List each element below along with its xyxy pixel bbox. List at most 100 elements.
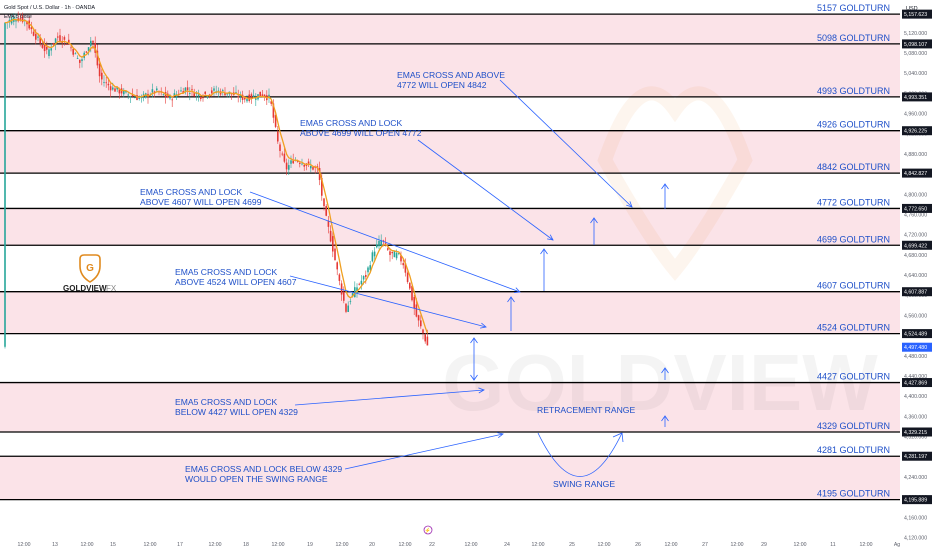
retracement-range-label: RETRACEMENT RANGE [537,405,635,415]
level-price-text: 4,926.225 [904,129,927,135]
y-tick-label: 4,440.000 [904,374,927,380]
candle-body [261,94,264,97]
annotation-arrow-line [289,275,487,328]
level-label: 4842 GOLDTURN [817,162,890,172]
candle-body [169,95,171,99]
candle-body [373,251,376,257]
candle-body [74,53,77,55]
candle-body [371,252,374,262]
candle-body [332,236,334,252]
x-tick-label: 12:00 [731,542,744,548]
time-axis[interactable]: 12:00 13 12:00 15 12:00 17 12:00 18 12:00 19 12:00… [0,525,900,550]
candle-body [343,291,345,301]
candle-body [288,165,290,170]
candle-body [299,162,301,164]
candle-body [30,27,33,30]
candle-body [197,94,200,97]
x-tick-label: 12:00 [336,542,349,548]
candle-body [90,40,92,46]
price-band [0,14,900,44]
candle-body [354,287,356,298]
logo-brand-name: GOLDVIEW [63,284,107,293]
candle-body [400,255,402,262]
candle-body [26,21,28,25]
arrow-head-icon [480,322,487,329]
level-price-text: 4,427.869 [904,381,927,387]
y-tick-label: 4,480.000 [904,354,927,360]
candle-body [272,103,275,118]
x-tick-label: 12:00 [18,542,31,548]
candle-body [41,44,44,48]
candle-body [118,89,121,94]
candle-body [360,280,363,285]
annotation-text: EMA5 CROSS AND LOCK [140,187,242,197]
y-tick-label: 4,560.000 [904,313,927,319]
arrow-head-icon [661,367,669,374]
candle-body [274,114,277,127]
x-tick-label: 12:00 [209,542,222,548]
x-tick-label: 12:00 [860,542,873,548]
price-band [0,456,900,500]
candle-body [4,22,6,347]
candle-body [389,251,391,255]
level-price-tag [902,329,932,339]
y-tick-label: 5,040.000 [904,71,927,77]
level-price-tag [902,427,932,437]
annotation-arrow-line [417,139,554,241]
candle-body [415,304,418,317]
candle-body [307,161,310,164]
candle-body [134,97,136,99]
candle-body [303,164,305,167]
arrow-head-icon [513,287,521,293]
price-band [0,130,900,174]
annotation-text: WOULD OPEN THE SWING RANGE [185,474,328,484]
x-tick-label: 20 [369,542,375,548]
x-tick-label: 12:00 [81,542,94,548]
y-tick-label: 4,680.000 [904,253,927,259]
x-tick-label: 12:00 [399,542,412,548]
candle-body [281,153,283,155]
candle-body [356,287,358,294]
annotation-text: ABOVE 4607 WILL OPEN 4699 [140,197,262,207]
candle-body [338,274,341,281]
candle-body [422,329,424,334]
x-tick-label: 29 [761,542,767,548]
candle-body [142,93,145,95]
candle-body [101,72,103,80]
candle-body [283,153,286,162]
candle-body [301,163,303,165]
y-tick-label: 4,320.000 [904,435,927,441]
annotation-text: EMA5 CROSS AND LOCK [175,267,277,277]
candle-body [369,265,371,270]
candle-body [323,198,325,207]
candle-body [202,97,204,99]
candle-body [279,144,281,151]
level-price-tag [902,39,932,49]
level-price-tag [902,168,932,178]
candle-body [63,37,66,40]
candle-body [398,253,400,254]
logo-brand-suffix: FX [106,284,117,293]
x-tick-label: 26 [635,542,641,548]
candle-body [277,131,279,142]
candle-body [103,82,105,83]
candle-body [345,303,347,312]
arrow-head-icon [478,387,485,394]
y-tick-label: 4,800.000 [904,192,927,198]
level-label: 4993 GOLDTURN [817,86,890,96]
y-tick-label: 4,240.000 [904,475,927,481]
price-axis[interactable]: 5,120.0005,080.0005,040.0005,000.0004,96… [900,0,932,550]
x-tick-label: 24 [504,542,510,548]
y-tick-label: 4,640.000 [904,273,927,279]
x-tick-label: 22 [429,542,435,548]
candle-body [186,87,189,91]
candle-body [175,94,178,98]
y-tick-label: 4,760.000 [904,212,927,218]
candle-body [153,91,156,93]
level-price-tag [902,495,932,505]
candle-body [191,88,193,90]
level-price-tag [902,378,932,388]
pink-bands [0,14,900,500]
